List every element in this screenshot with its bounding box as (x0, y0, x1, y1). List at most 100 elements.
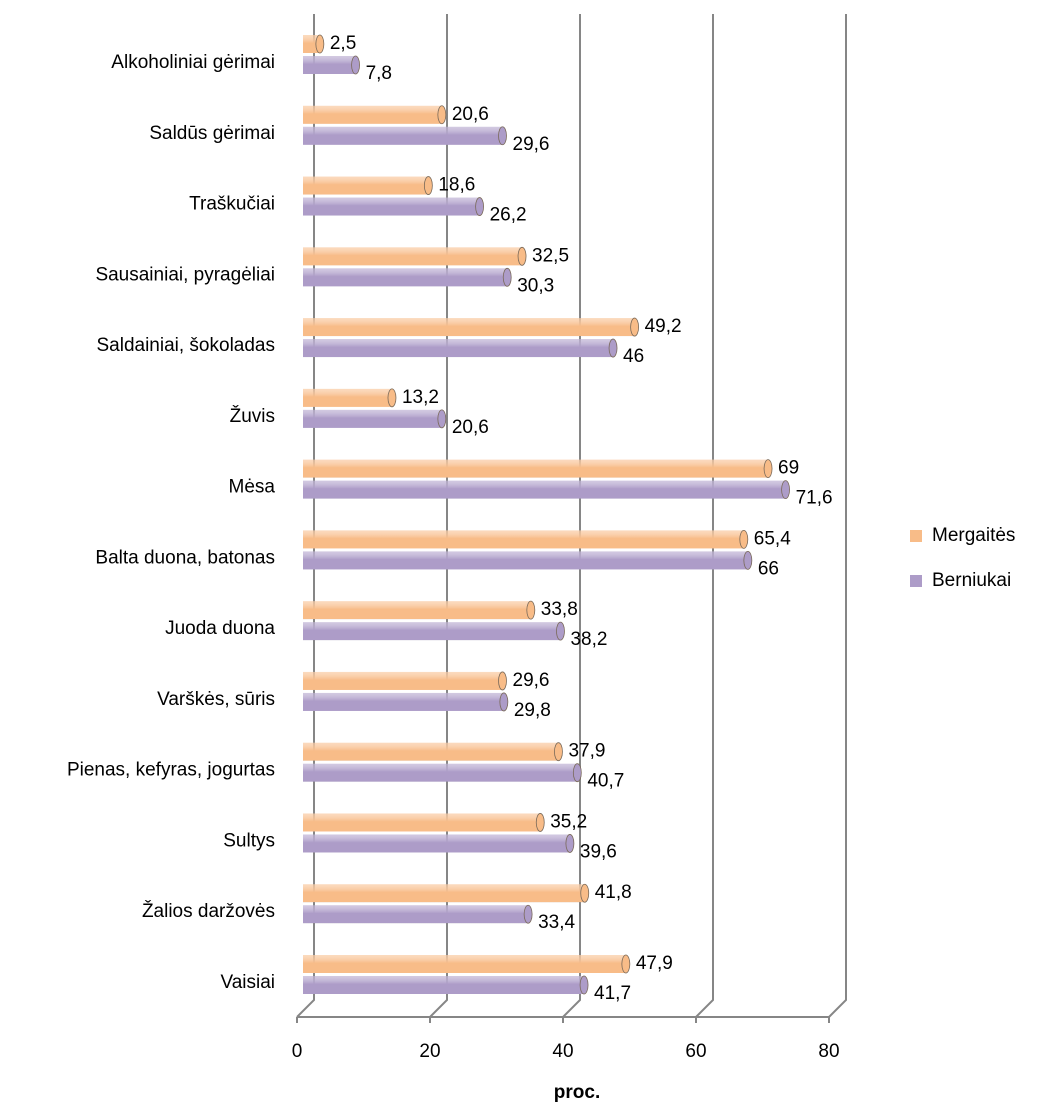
bar (303, 742, 563, 762)
bar-tint (303, 176, 429, 195)
bar-tint (303, 976, 585, 994)
bar (303, 671, 507, 691)
bar (303, 813, 545, 832)
bar-tint (303, 763, 578, 782)
bar-cap (502, 267, 512, 287)
x-axis-label: proc. (554, 1082, 600, 1103)
bar-tint (303, 480, 786, 499)
bar-cap (565, 834, 575, 853)
bar (303, 692, 509, 712)
legend-swatch (910, 575, 922, 587)
data-label: 41,7 (594, 983, 631, 1004)
x-tick-label: 60 (685, 1041, 706, 1062)
bar-cap (579, 975, 589, 995)
bar (303, 34, 325, 54)
x-tick-label: 40 (552, 1041, 573, 1062)
bar-tint (303, 268, 508, 287)
bar-cap (437, 105, 447, 125)
bar-tint (303, 247, 523, 266)
data-label: 69 (778, 458, 799, 479)
bar (303, 388, 397, 408)
y-tick-label: Sultys (223, 830, 275, 851)
bar-cap (739, 529, 749, 549)
bar (303, 409, 447, 429)
y-tick-label: Saldūs gėrimai (149, 123, 275, 144)
bar-tint (303, 834, 570, 853)
bar-cap (554, 742, 563, 762)
bar-cap (621, 954, 631, 974)
y-tick-label: Žuvis (230, 405, 275, 427)
bar-cap (387, 388, 397, 408)
bar-tint (303, 601, 531, 620)
y-tick-label: Pienas, kefyras, jogurtas (67, 760, 275, 781)
bar (303, 883, 590, 903)
bar-tint (303, 622, 561, 641)
bar-tint (303, 409, 442, 428)
bar (303, 621, 565, 641)
data-label: 49,2 (645, 316, 682, 337)
bar (303, 267, 512, 287)
data-label: 20,6 (452, 417, 489, 438)
data-label: 26,2 (490, 205, 527, 226)
data-label: 71,6 (796, 488, 833, 509)
bar (303, 834, 575, 853)
bar-tint (303, 955, 626, 973)
data-label: 41,8 (595, 882, 632, 903)
data-label: 35,2 (550, 811, 587, 832)
bar (303, 480, 790, 500)
data-label: 40,7 (587, 771, 624, 792)
y-tick-label: Mėsa (229, 477, 276, 498)
data-label: 29,6 (513, 134, 550, 155)
bar-tint (303, 56, 356, 74)
bar-cap (763, 459, 773, 479)
data-label: 33,8 (541, 599, 578, 620)
bar-cap (475, 197, 484, 216)
bar (303, 954, 631, 974)
legend-label: Mergaitės (932, 525, 1015, 546)
bar-cap (580, 883, 590, 903)
data-label: 46 (623, 346, 644, 367)
bar-cap (556, 621, 565, 641)
grid-line (828, 14, 847, 1018)
bar-cap (498, 671, 507, 691)
data-label: 47,9 (636, 953, 673, 974)
bar (303, 338, 618, 358)
y-tick-label: Juoda duona (165, 618, 275, 639)
bar-cap (523, 904, 533, 924)
bar-cap (423, 176, 433, 195)
bar-tint (303, 197, 480, 216)
bar-tint (303, 742, 559, 761)
bar (303, 763, 582, 783)
data-label: 38,2 (570, 629, 607, 650)
bar-tint (303, 530, 744, 549)
y-tick-label: Žalios daržovės (142, 900, 275, 922)
legend-label: Berniukai (932, 570, 1011, 591)
bar (303, 126, 507, 146)
bar (303, 176, 433, 195)
data-label: 13,2 (402, 387, 439, 408)
y-tick-label: Traškučiai (189, 194, 275, 215)
data-label: 30,3 (517, 275, 554, 296)
y-tick-label: Saldainiai, šokoladas (96, 335, 275, 356)
bar-cap (517, 246, 527, 266)
grid-line (429, 14, 448, 1018)
bar-cap (315, 34, 325, 54)
bar-cap (630, 317, 640, 337)
bar-cap (526, 600, 536, 620)
bar (303, 529, 749, 549)
data-label: 29,8 (514, 700, 551, 721)
y-tick-label: Vaisiai (220, 972, 275, 993)
bar (303, 246, 527, 266)
bar-cap (499, 692, 509, 712)
bar-tint (303, 671, 503, 690)
x-tick-label: 20 (419, 1041, 440, 1062)
bar-tint (303, 692, 504, 711)
bar (303, 55, 360, 75)
data-label: 29,6 (513, 670, 550, 691)
bar-tint (303, 105, 442, 124)
bar (303, 975, 589, 995)
data-label: 39,6 (580, 841, 617, 862)
bar (303, 550, 753, 570)
bar-cap (498, 126, 507, 146)
